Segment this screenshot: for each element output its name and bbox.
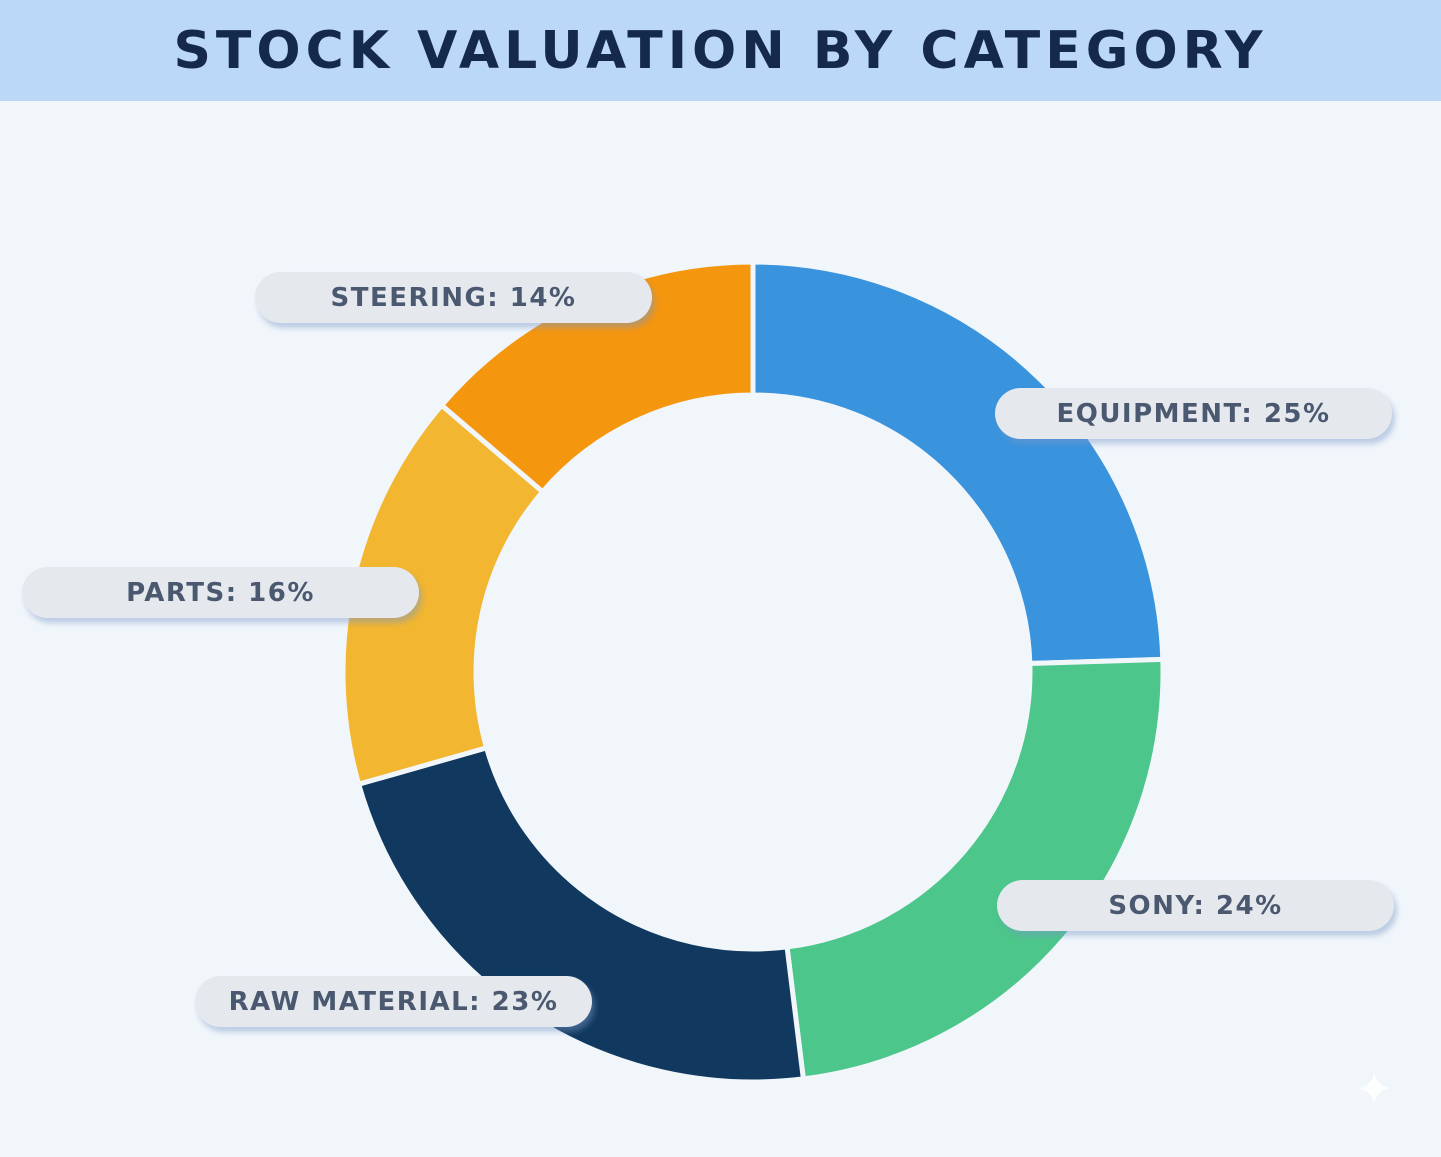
- chart-title: STOCK VALUATION BY CATEGORY: [173, 20, 1268, 81]
- title-bar: STOCK VALUATION BY CATEGORY: [0, 0, 1441, 101]
- sparkle-icon: ✦: [1355, 1062, 1394, 1116]
- slice-raw-material: [355, 744, 807, 1085]
- label-parts: PARTS: 16%: [22, 567, 419, 618]
- label-sony: SONY: 24%: [997, 880, 1394, 931]
- slice-steering: [438, 259, 756, 496]
- slice-equipment: [750, 259, 1166, 667]
- label-equipment: EQUIPMENT: 25%: [995, 388, 1392, 439]
- slice-sony: [784, 656, 1166, 1082]
- label-raw-material: RAW MATERIAL: 23%: [195, 976, 592, 1027]
- label-steering: STEERING: 14%: [255, 272, 652, 323]
